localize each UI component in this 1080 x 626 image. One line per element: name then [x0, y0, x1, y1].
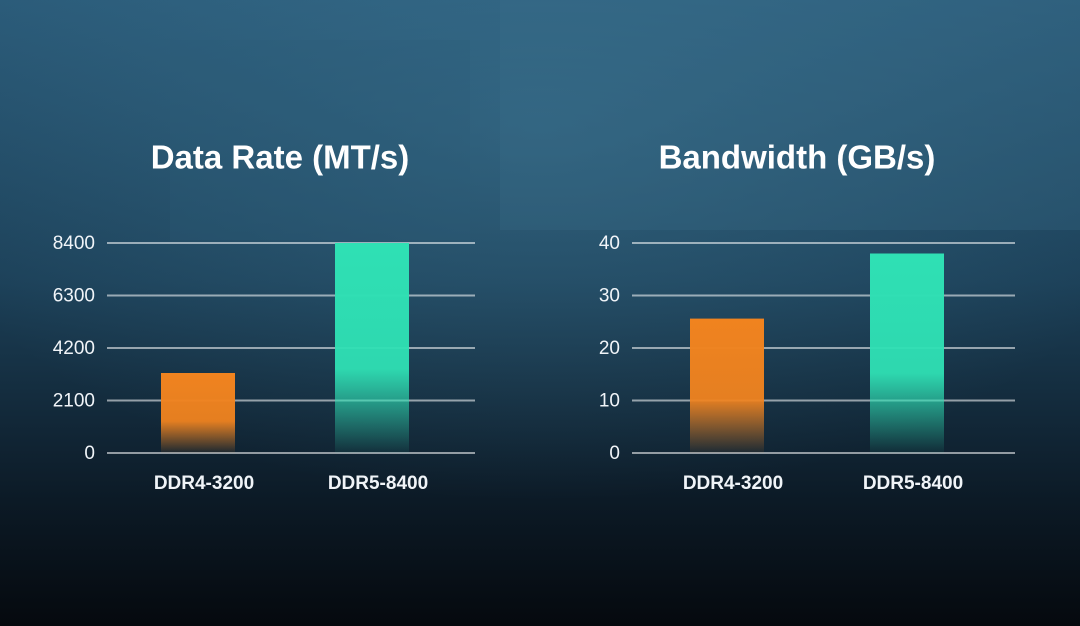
bar: [870, 253, 944, 453]
y-tick-label: 20: [599, 338, 620, 359]
chart-title: Bandwidth (GB/s): [659, 139, 936, 176]
y-tick-label: 10: [599, 391, 620, 412]
x-tick-label: DDR5-8400: [328, 473, 428, 494]
background-screen: [170, 40, 470, 240]
y-tick-label: 40: [599, 233, 620, 254]
y-tick-label: 30: [599, 286, 620, 307]
bar: [335, 243, 409, 453]
chart-title: Data Rate (MT/s): [151, 139, 410, 176]
y-tick-label: 0: [84, 443, 95, 464]
background-screen: [500, 0, 1080, 230]
y-tick-label: 8400: [53, 233, 95, 254]
x-tick-label: DDR4-3200: [154, 473, 254, 494]
x-tick-label: DDR5-8400: [863, 473, 963, 494]
y-tick-label: 6300: [53, 286, 95, 307]
y-tick-label: 4200: [53, 338, 95, 359]
y-tick-label: 0: [609, 443, 620, 464]
x-tick-label: DDR4-3200: [683, 473, 783, 494]
y-tick-label: 2100: [53, 391, 95, 412]
bar: [690, 318, 764, 453]
bar: [161, 373, 235, 453]
